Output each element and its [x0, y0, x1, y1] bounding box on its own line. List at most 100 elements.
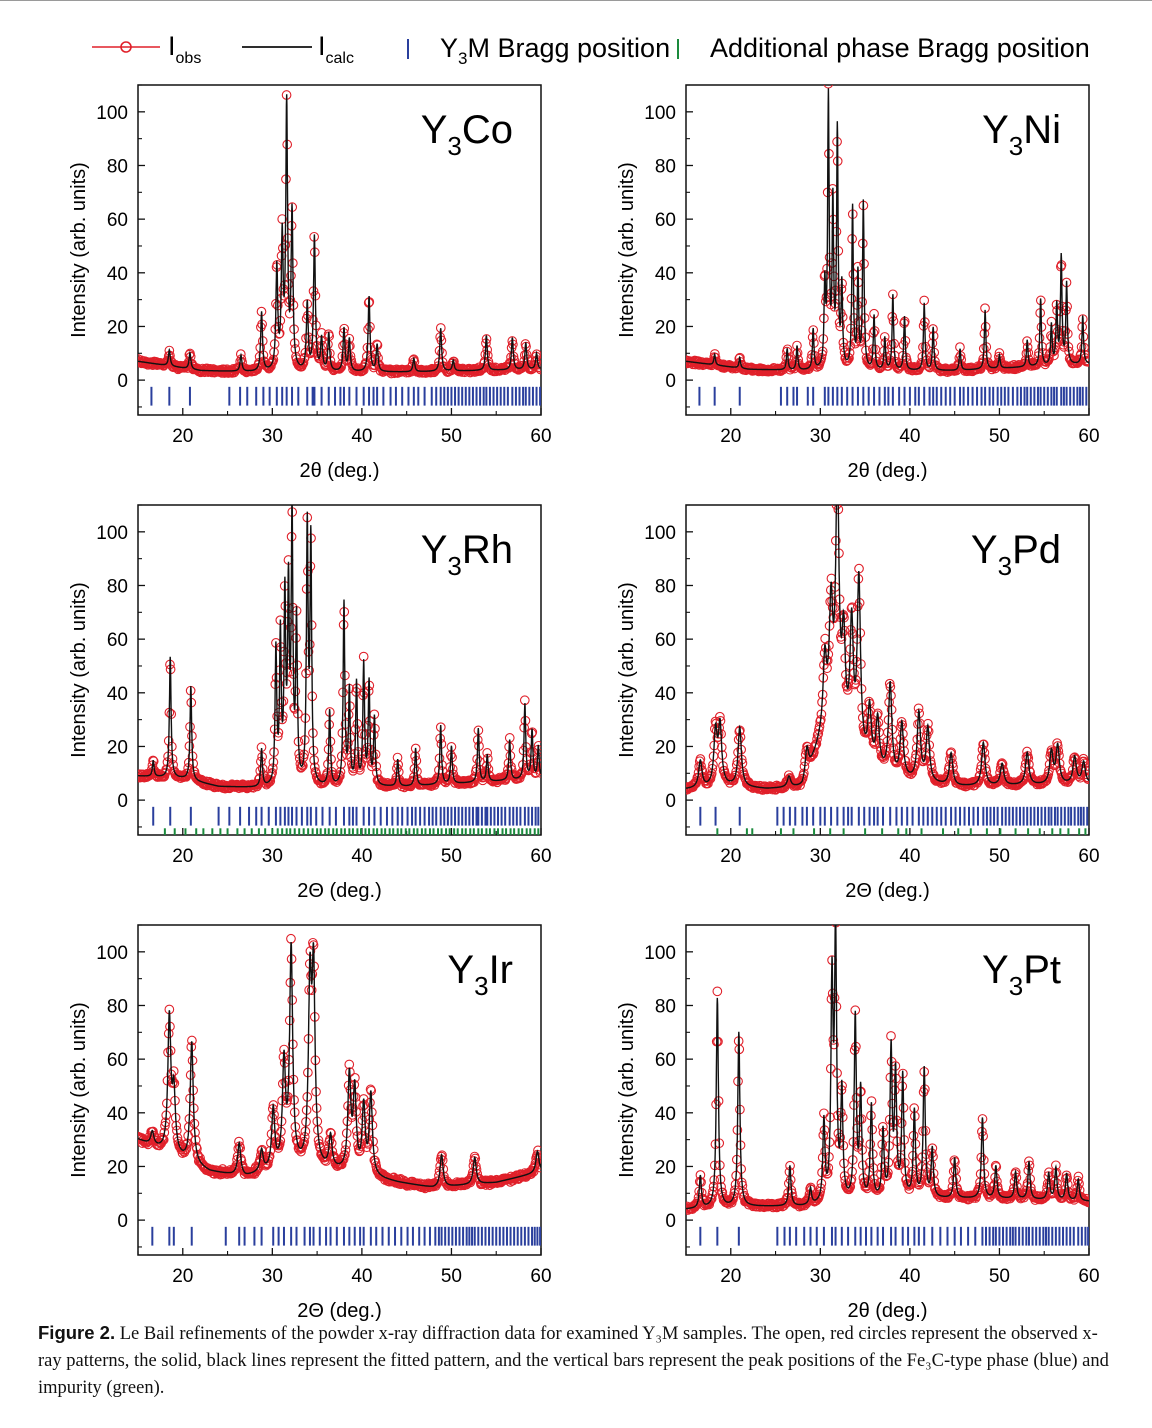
- x-tick-label: 20: [720, 1266, 741, 1287]
- calculated-line: [138, 94, 541, 373]
- legend-main-phase-label: Y3M Bragg position: [440, 33, 670, 68]
- observed-point: [833, 457, 842, 466]
- plot-frame: [685, 924, 1090, 1256]
- y-tick-label: 0: [117, 791, 128, 812]
- y-tick-label: 60: [107, 210, 128, 231]
- legend-additional-phase: Additional phase Bragg position: [677, 33, 1090, 63]
- x-tick-label: 30: [262, 1266, 283, 1287]
- x-tick-label: 30: [262, 846, 283, 867]
- calculated-line: [686, 88, 1089, 371]
- x-tick-label: 30: [810, 426, 831, 447]
- y-axis-label: Intensity (arb. units): [68, 1002, 90, 1178]
- x-tick-label: 50: [441, 1266, 462, 1287]
- y-tick-label: 20: [107, 317, 128, 338]
- y-tick-label: 40: [655, 684, 676, 705]
- observed-point: [907, 767, 918, 778]
- plot-frame: [685, 504, 1090, 836]
- plot-area: [138, 505, 541, 835]
- panel-label: Y3Pd: [971, 528, 1061, 581]
- x-tick-label: 30: [810, 846, 831, 867]
- observed-point: [534, 362, 541, 372]
- panel-label-subscript: 3: [1009, 971, 1023, 1001]
- x-axis-label: 2Θ (deg.): [297, 1300, 381, 1321]
- panel-label-metal: Ni: [1023, 108, 1061, 152]
- panel-label-subscript: 3: [447, 131, 461, 161]
- chart-panel-5: 20 30 40 50 60 0 20 40 60 80 100 2θ (deg.) Intensity…: [616, 924, 1100, 1321]
- observed-point: [535, 1159, 541, 1170]
- observed-point: [159, 1127, 170, 1138]
- x-tick-label: 60: [530, 1266, 551, 1287]
- y-axis-label: Intensity (arb. units): [616, 162, 638, 338]
- x-tick-label: 20: [720, 426, 741, 447]
- chart-panel-3: 20 30 40 50 60 0 20 40 60 80 100 2Θ (deg.) Intensity…: [616, 449, 1100, 902]
- observed-point: [336, 1159, 347, 1170]
- y-tick-label: 40: [655, 1104, 676, 1125]
- observed-point: [903, 1180, 914, 1191]
- plot-frame: [137, 924, 542, 1256]
- y-axis-label: Intensity (arb. units): [616, 582, 638, 758]
- legend-calculated: Icalc: [242, 31, 354, 67]
- calculated-line: [686, 505, 1089, 789]
- panel-label-subscript: 3: [1009, 131, 1023, 161]
- y-tick-label: 0: [117, 371, 128, 392]
- legend-observed: Iobs: [92, 31, 201, 67]
- x-tick-label: 50: [989, 1266, 1010, 1287]
- x-tick-label: 50: [441, 426, 462, 447]
- observed-point: [515, 769, 526, 780]
- panel-label-subscript: 3: [998, 551, 1012, 581]
- observed-point: [535, 364, 541, 375]
- y-tick-label: 100: [644, 103, 676, 124]
- y-tick-label: 40: [107, 264, 128, 285]
- x-axis-label: 2θ (deg.): [847, 460, 927, 482]
- observed-point: [810, 739, 821, 750]
- legend-observed-marker: [120, 41, 132, 53]
- observed-point: [1080, 353, 1089, 363]
- x-tick-label: 60: [1078, 846, 1099, 867]
- panel-label: Y3Pt: [982, 948, 1061, 1001]
- observed-point: [264, 1152, 274, 1162]
- y-tick-label: 80: [655, 156, 676, 177]
- observed-point: [320, 361, 331, 371]
- panel-label-element: Y: [447, 948, 474, 992]
- x-tick-label: 40: [899, 846, 920, 867]
- observed-point: [823, 85, 833, 89]
- observed-point: [812, 734, 822, 744]
- x-tick-label: 20: [720, 846, 741, 867]
- y-tick-label: 40: [107, 1104, 128, 1125]
- plot-area: [686, 449, 1089, 835]
- observed-point: [706, 1193, 717, 1204]
- plot-area: [686, 925, 1089, 1246]
- y-tick-label: 0: [117, 1211, 128, 1232]
- legend-observed-label: Iobs: [168, 31, 201, 67]
- x-tick-label: 30: [810, 1266, 831, 1287]
- calculated-line: [686, 925, 1089, 1210]
- x-tick-label: 20: [172, 1266, 193, 1287]
- plot-frame: [685, 84, 1090, 416]
- y-tick-label: 100: [96, 523, 128, 544]
- x-tick-label: 40: [351, 846, 372, 867]
- plot-area: [686, 85, 1089, 406]
- observed-point: [833, 449, 842, 458]
- observed-point: [886, 1031, 896, 1041]
- y-tick-label: 0: [665, 1211, 676, 1232]
- observed-point: [534, 362, 541, 373]
- y-axis-label: Intensity (arb. units): [616, 1002, 638, 1178]
- panel-label: Y3Ni: [982, 108, 1061, 161]
- plot-frame: [137, 504, 542, 836]
- x-tick-label: 50: [989, 846, 1010, 867]
- observed-point: [1082, 1196, 1089, 1207]
- legend: Iobs Icalc Y3M Bragg position Additional…: [92, 31, 1090, 68]
- panel-label-element: Y: [421, 528, 448, 572]
- observed-point: [1052, 741, 1063, 751]
- panel-label-element: Y: [982, 108, 1009, 152]
- plot-frame: [137, 84, 542, 416]
- x-tick-label: 40: [351, 426, 372, 447]
- observed-point: [1082, 774, 1089, 784]
- x-tick-label: 40: [899, 426, 920, 447]
- observed-point: [328, 1151, 339, 1161]
- panel-label-subscript: 3: [474, 971, 488, 1001]
- x-tick-label: 60: [530, 426, 551, 447]
- x-axis-label: 2Θ (deg.): [845, 880, 929, 902]
- y-tick-label: 20: [655, 1157, 676, 1178]
- observed-point: [297, 759, 308, 770]
